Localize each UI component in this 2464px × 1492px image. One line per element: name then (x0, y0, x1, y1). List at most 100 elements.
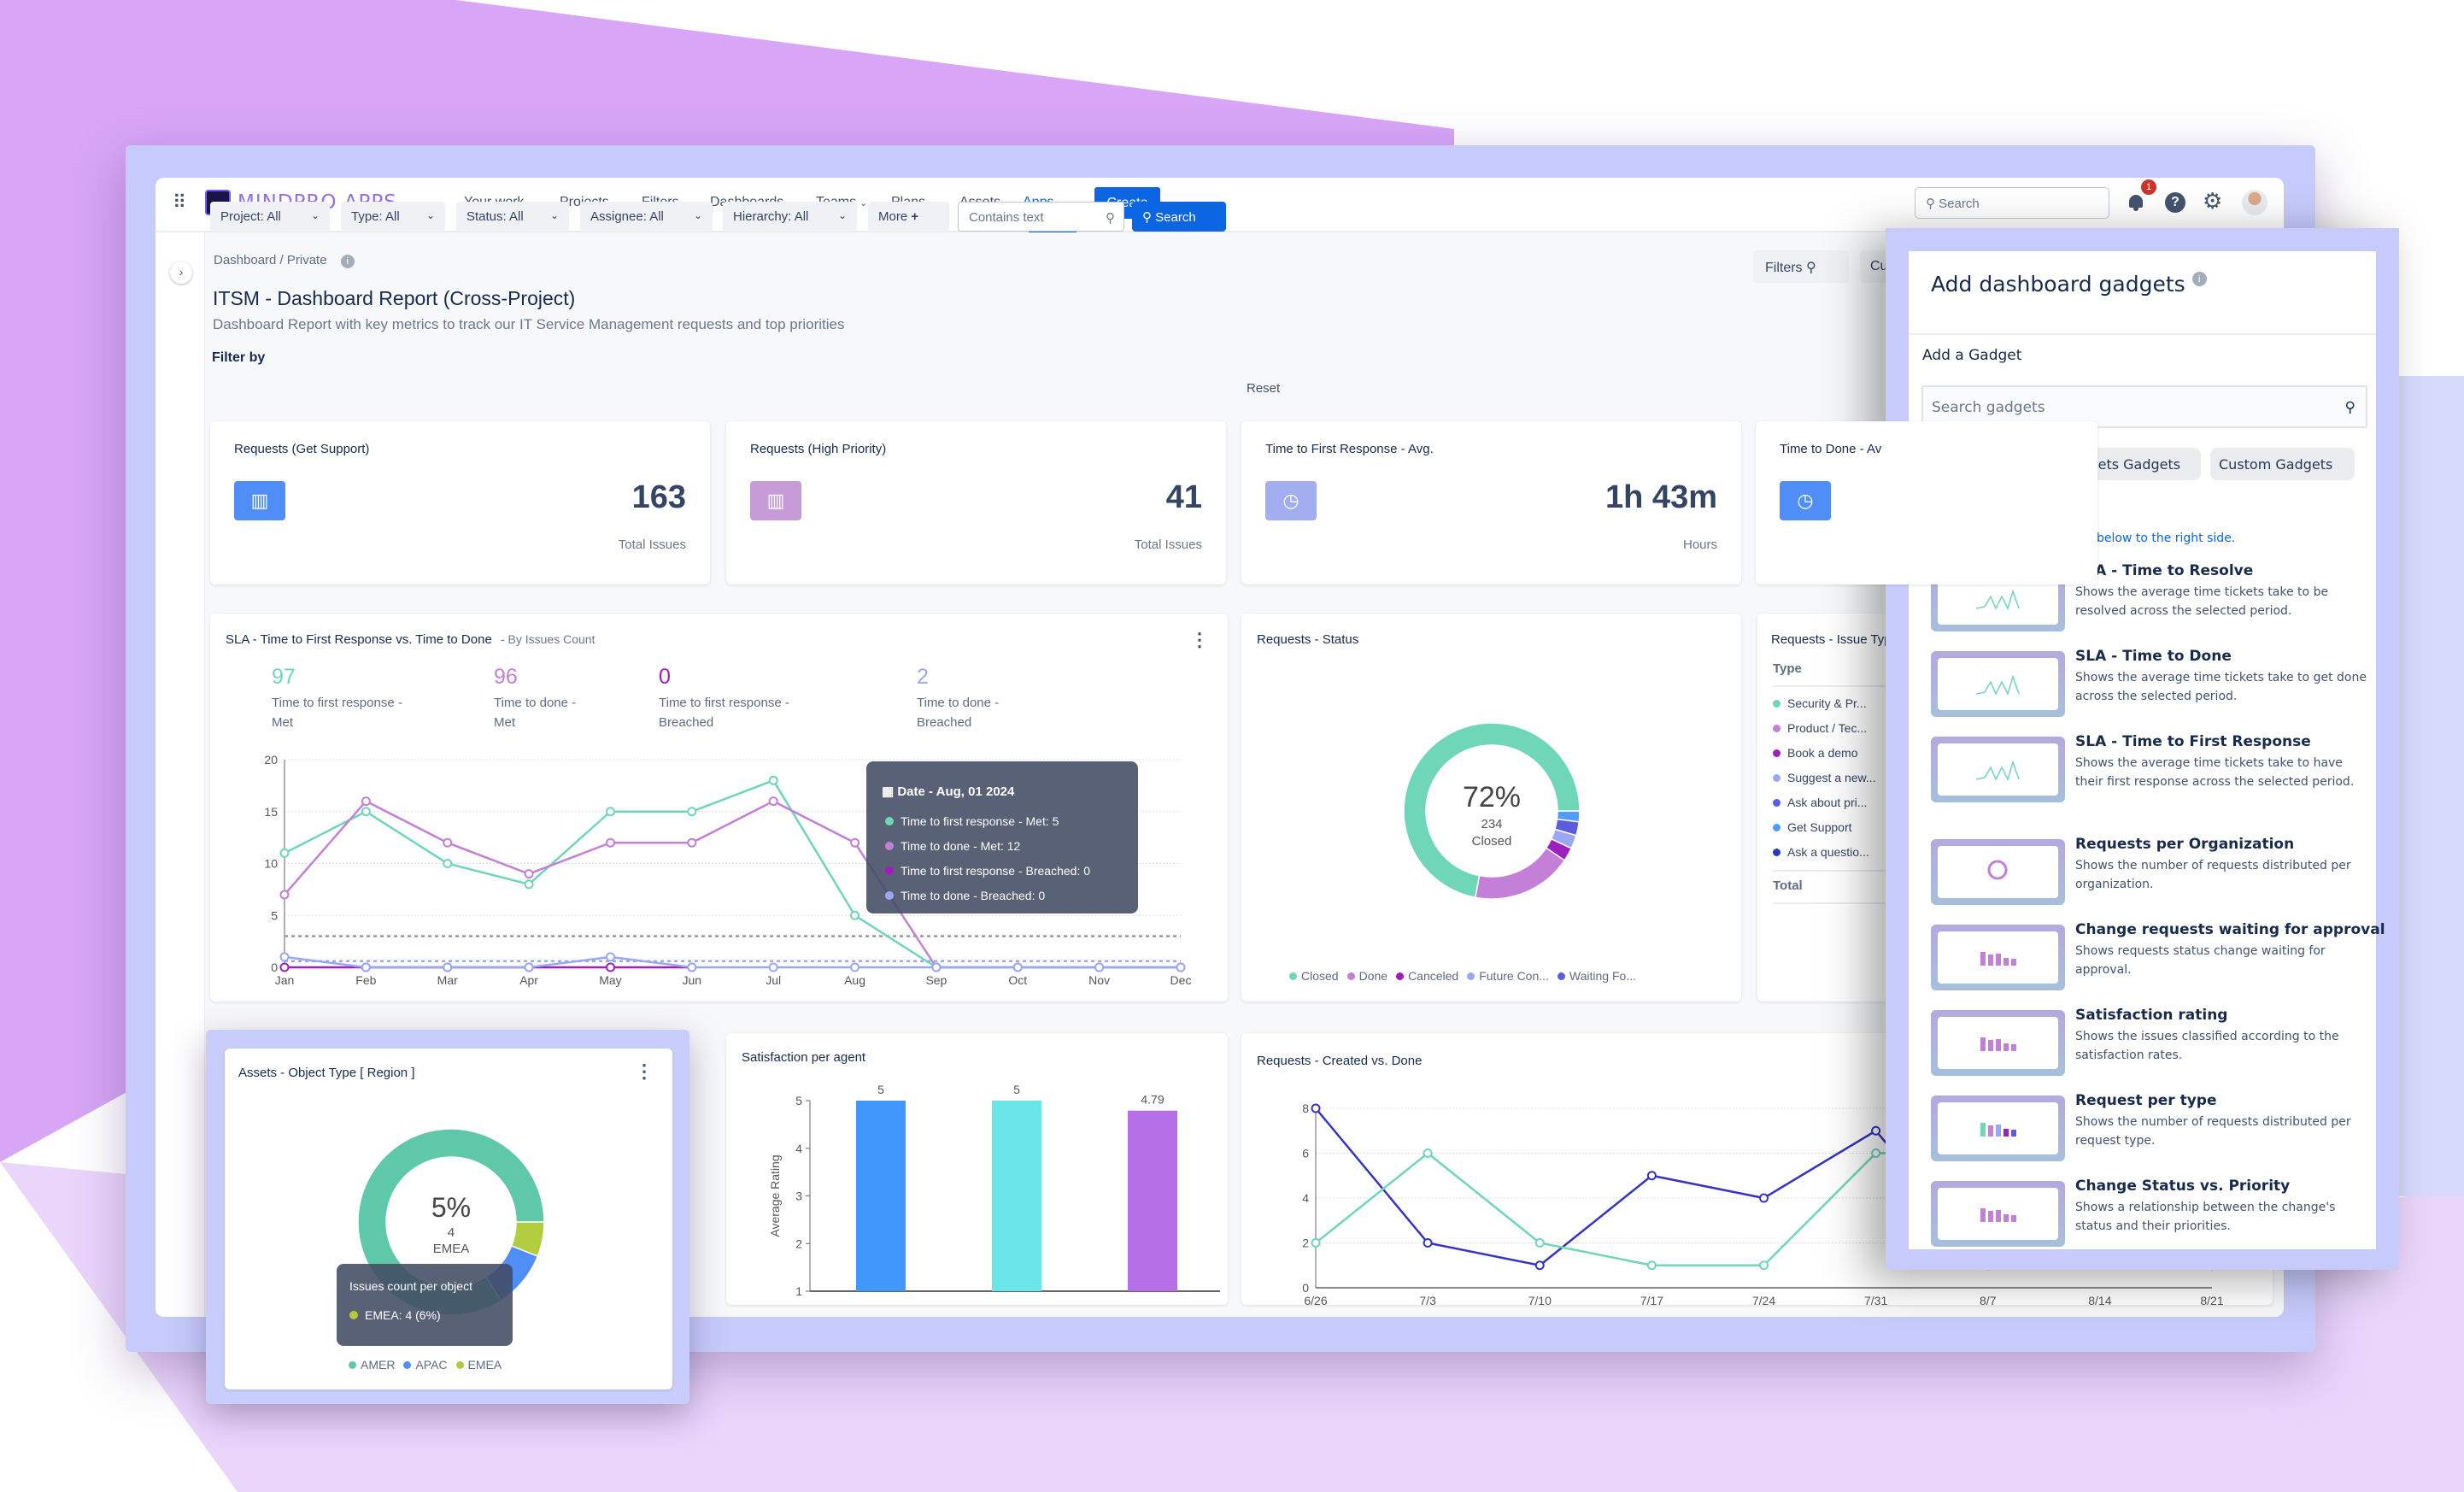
expand-sidebar-button[interactable]: › (170, 261, 192, 284)
data-point[interactable] (279, 848, 290, 858)
contains-text-input[interactable]: Contains text ⚲ (958, 202, 1124, 232)
reset-button[interactable]: Reset (1247, 381, 1281, 396)
issue-type-row[interactable]: Get Support (1773, 819, 1852, 835)
data-point[interactable] (443, 837, 453, 848)
data-point[interactable] (605, 952, 615, 962)
data-point[interactable] (687, 962, 697, 972)
gadget-thumbnail[interactable] (1931, 839, 2065, 905)
data-point[interactable] (361, 796, 371, 807)
gadget-thumbnail[interactable] (1931, 925, 2065, 990)
more-options-icon[interactable]: ⋮ (1190, 629, 1209, 650)
legend-item[interactable]: Closed (1289, 969, 1339, 983)
data-point[interactable] (1871, 1125, 1881, 1136)
bar[interactable] (856, 1101, 906, 1291)
data-point[interactable] (279, 952, 290, 962)
gear-icon[interactable]: ⚙ (2203, 188, 2223, 214)
help-icon[interactable]: ? (2165, 192, 2185, 213)
search-button[interactable]: ⚲ Search (1132, 202, 1226, 232)
data-point[interactable] (1759, 1193, 1769, 1203)
data-point[interactable] (1646, 1260, 1657, 1271)
gadget-item[interactable]: Request per type Shows the number of requ… (1909, 1092, 2376, 1180)
data-point[interactable] (1012, 962, 1023, 972)
data-point[interactable] (1311, 1238, 1321, 1248)
data-point[interactable] (1423, 1148, 1433, 1158)
search-gadgets-input[interactable]: Search gadgets ⚲ (1921, 385, 2367, 428)
issue-type-row[interactable]: Product / Tec... (1773, 720, 1867, 736)
assets-region-card[interactable]: Assets - Object Type [ Region ] ⋮ 5% 4 E… (225, 1049, 672, 1389)
data-point[interactable] (605, 837, 615, 848)
gadget-thumbnail[interactable] (1931, 737, 2065, 802)
data-point[interactable] (524, 869, 534, 879)
data-point[interactable] (279, 962, 290, 972)
breadcrumb-text[interactable]: Dashboard / Private (214, 253, 327, 267)
data-point[interactable] (361, 807, 371, 817)
data-point[interactable] (361, 962, 371, 972)
gadget-thumbnail[interactable] (1931, 1010, 2065, 1076)
data-point[interactable] (443, 859, 453, 868)
issue-type-row[interactable]: Security & Pr... (1773, 696, 1867, 711)
data-point[interactable] (1871, 1148, 1881, 1158)
legend-item[interactable]: EMEA (455, 1358, 502, 1372)
gadget-item[interactable]: Change Status vs. Priority Shows a relati… (1909, 1178, 2376, 1266)
tab-custom-gadgets[interactable]: Custom Gadgets (2210, 448, 2355, 480)
legend-item[interactable]: AMER (349, 1358, 395, 1372)
filter-status[interactable]: Status: All ⌄ (456, 202, 569, 232)
bell-icon[interactable] (2127, 193, 2144, 212)
data-point[interactable] (850, 962, 860, 972)
data-point[interactable] (768, 775, 778, 785)
data-point[interactable] (1759, 1260, 1769, 1271)
info-icon[interactable]: i (2191, 272, 2207, 286)
issue-type-row[interactable]: Book a demo (1773, 745, 1858, 761)
gadget-item[interactable]: SLA - Time to First Response Shows the av… (1909, 733, 2376, 821)
data-point[interactable] (1311, 1103, 1321, 1113)
bar[interactable] (992, 1101, 1041, 1291)
gadget-item[interactable]: Requests per Organization Shows the numbe… (1909, 836, 2376, 924)
more-options-icon[interactable]: ⋮ (635, 1060, 654, 1082)
data-point[interactable] (524, 879, 534, 890)
data-point[interactable] (1094, 962, 1105, 972)
global-search-input[interactable]: ⚲ Search (1915, 187, 2109, 219)
data-point[interactable] (443, 962, 453, 972)
data-point[interactable] (1646, 1171, 1657, 1181)
filter-type[interactable]: Type: All ⌄ (341, 202, 445, 232)
data-point[interactable] (931, 962, 942, 972)
gadget-thumbnail[interactable] (1931, 1096, 2065, 1161)
issue-type-row[interactable]: Suggest a new... (1773, 770, 1876, 785)
data-point[interactable] (1176, 962, 1186, 972)
data-point[interactable] (524, 962, 534, 972)
gadget-item[interactable]: SLA - Time to Done Shows the average time… (1909, 648, 2376, 736)
legend-item[interactable]: Future Con... (1467, 969, 1549, 983)
legend-item[interactable]: Done (1346, 969, 1387, 983)
more-filters-button[interactable]: More + (868, 202, 949, 232)
issue-type-row[interactable]: Ask about pri... (1773, 795, 1867, 810)
issue-type-row[interactable]: Ask a questio... (1773, 844, 1869, 860)
donut-slice[interactable] (1403, 722, 1581, 899)
gadget-item[interactable]: Change requests waiting for approval Show… (1909, 921, 2385, 1009)
data-point[interactable] (768, 796, 778, 807)
data-point[interactable] (687, 837, 697, 848)
info-icon[interactable]: i (340, 255, 355, 268)
legend-item[interactable]: Canceled (1396, 969, 1458, 983)
breadcrumb[interactable]: Dashboard / Private i (214, 253, 355, 268)
data-point[interactable] (1534, 1238, 1545, 1248)
app-switcher-icon[interactable]: ⠿ (173, 191, 187, 213)
donut-slice[interactable] (1474, 847, 1566, 900)
filter-project[interactable]: Project: All ⌄ (210, 202, 330, 232)
gadget-thumbnail[interactable] (1931, 1181, 2065, 1247)
data-point[interactable] (1423, 1238, 1433, 1248)
avatar[interactable] (2242, 190, 2267, 215)
data-point[interactable] (605, 807, 615, 817)
data-point[interactable] (687, 807, 697, 817)
data-point[interactable] (605, 962, 615, 972)
legend-item[interactable]: APAC (403, 1358, 448, 1372)
data-point[interactable] (768, 962, 778, 972)
legend-item[interactable]: Waiting Fo... (1557, 969, 1636, 983)
filter-hierarchy[interactable]: Hierarchy: All ⌄ (723, 202, 857, 232)
filter-assignee[interactable]: Assignee: All ⌄ (580, 202, 713, 232)
data-point[interactable] (850, 910, 860, 920)
bar[interactable] (1128, 1110, 1177, 1291)
data-point[interactable] (850, 837, 860, 848)
gadget-thumbnail[interactable] (1931, 651, 2065, 717)
filters-button[interactable]: Filters ⚲ (1753, 250, 1849, 283)
gadget-item[interactable]: Satisfaction rating Shows the issues clas… (1909, 1007, 2376, 1095)
